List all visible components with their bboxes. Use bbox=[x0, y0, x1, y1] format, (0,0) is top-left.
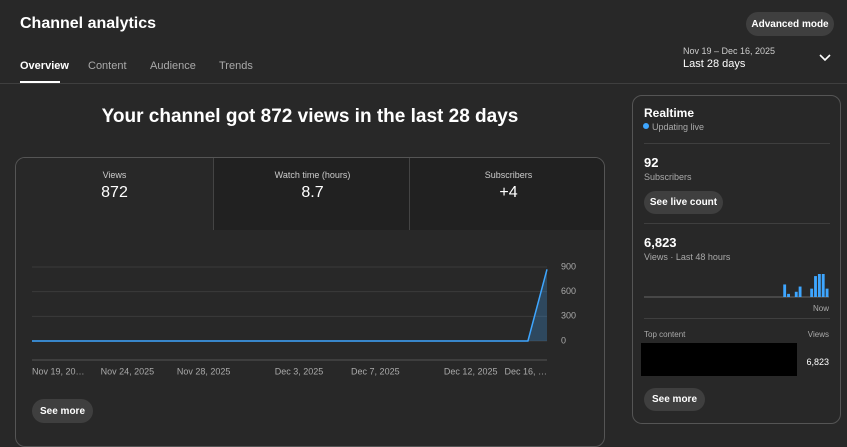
page: Channel analytics Advanced mode Overview… bbox=[0, 12, 847, 447]
bar bbox=[783, 284, 787, 297]
bar bbox=[817, 274, 821, 297]
y-tick-label: 300 bbox=[561, 311, 576, 321]
headline: Your channel got 872 views in the last 2… bbox=[101, 106, 519, 127]
x-tick-label: Nov 28, 2025 bbox=[177, 366, 231, 376]
divider bbox=[644, 223, 830, 224]
metric-value: 872 bbox=[101, 184, 128, 201]
divider bbox=[644, 318, 830, 319]
chevron[interactable] bbox=[818, 53, 832, 63]
see-live-count-button[interactable]: See live count bbox=[644, 191, 723, 214]
view-label: Views · Last 48 hours bbox=[644, 252, 731, 262]
x-tick-label: Now bbox=[813, 304, 829, 313]
divider bbox=[0, 83, 847, 84]
charts: 0 300 600 900 Nov 19, 20… Nov 24, 2025 Nov 28,… bbox=[32, 261, 829, 376]
realtime-title: Realtime bbox=[644, 106, 695, 120]
see-more-button[interactable]: See more bbox=[644, 388, 705, 411]
bar bbox=[821, 274, 825, 297]
x-tick-label: Dec 3, 2025 bbox=[275, 366, 324, 376]
metric-value: 8.7 bbox=[301, 184, 324, 201]
bar bbox=[787, 293, 790, 297]
top-content-label: Top content bbox=[644, 330, 686, 339]
y-tick-label: 900 bbox=[561, 261, 576, 271]
live-dot bbox=[643, 123, 649, 129]
realtime-card bbox=[632, 95, 841, 424]
bar bbox=[798, 286, 802, 297]
metric-value: +4 bbox=[499, 184, 518, 201]
subscriber-count: 92 bbox=[644, 155, 659, 170]
metric-label: Subscribers bbox=[484, 170, 533, 180]
see-more-button[interactable]: See more bbox=[32, 399, 93, 423]
x-tick-label: Dec 12, 2025 bbox=[444, 366, 498, 376]
tab[interactable]: Trends bbox=[219, 60, 253, 72]
view-count: 6,823 bbox=[644, 235, 677, 250]
tab[interactable]: Audience bbox=[150, 60, 196, 72]
metric-tab[interactable]: Views 872 bbox=[16, 158, 213, 230]
bar bbox=[794, 291, 798, 297]
advanced-mode-button[interactable]: Advanced mode bbox=[746, 12, 834, 36]
live-status: Updating live bbox=[652, 122, 705, 132]
subscriber-label: Subscribers bbox=[644, 172, 692, 182]
x-tick-label: Nov 19, 20… bbox=[32, 366, 85, 376]
line bbox=[32, 269, 548, 342]
divider bbox=[644, 143, 830, 144]
bar bbox=[814, 276, 817, 297]
bar bbox=[810, 288, 814, 297]
period[interactable]: Last 28 days bbox=[683, 58, 746, 70]
tab-indicator bbox=[20, 81, 60, 83]
metric-tab[interactable]: Watch time (hours) 8.7 bbox=[213, 158, 411, 230]
page-title: Channel analytics bbox=[20, 15, 157, 32]
tab[interactable]: Overview bbox=[20, 60, 69, 72]
metric-tab[interactable]: Subscribers +4 bbox=[409, 158, 604, 230]
y-tick-label: 600 bbox=[561, 286, 576, 296]
metric-label: Views bbox=[102, 170, 127, 180]
metric-label: Watch time (hours) bbox=[274, 170, 351, 180]
thumbnail[interactable] bbox=[641, 343, 797, 376]
bar bbox=[825, 288, 829, 297]
x-tick-label: Nov 24, 2025 bbox=[101, 366, 155, 376]
tab[interactable]: Content bbox=[88, 60, 127, 72]
date-range[interactable]: Nov 19 – Dec 16, 2025 bbox=[683, 46, 776, 56]
x-tick-label: Dec 16, … bbox=[504, 366, 547, 376]
top-views: 6,823 bbox=[806, 357, 829, 367]
overview-card: Views 872 Watch time (hours) 8.7 Subscribe… bbox=[15, 157, 605, 447]
x-tick-label: Dec 7, 2025 bbox=[351, 366, 400, 376]
y-tick-label: 0 bbox=[561, 335, 566, 345]
top-views-label: Views bbox=[807, 330, 829, 339]
line-area bbox=[32, 269, 547, 341]
